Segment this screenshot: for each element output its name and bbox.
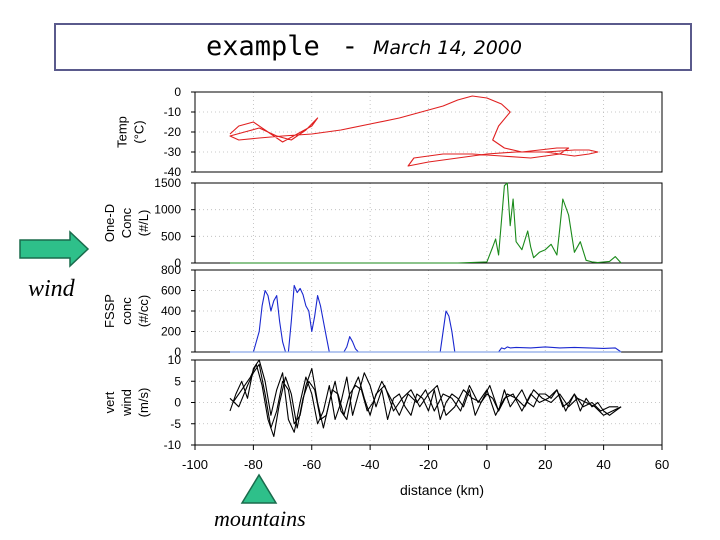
y-tick-label: 5: [174, 374, 181, 388]
series-line: [229, 95, 599, 167]
x-axis: -100 -80 -60 -40 -20 0 20 40 60 distance (km): [182, 445, 669, 498]
mountain-triangle-icon: [240, 473, 278, 504]
y-tick-label: -5: [170, 417, 181, 431]
x-tick-label: 60: [655, 457, 669, 472]
y-axis-label: One-D: [102, 204, 117, 242]
annotations-layer: [19, 230, 278, 504]
y-tick-label: 10: [168, 353, 182, 367]
y-axis-label: Conc: [119, 207, 134, 238]
x-axis-label: distance (km): [400, 482, 484, 498]
y-tick-label: 0: [174, 345, 181, 359]
y-tick-label: 1000: [154, 203, 181, 217]
y-axis-label: (#/cc): [136, 295, 151, 328]
y-axis-label: (#/L): [136, 210, 151, 237]
page-title: example: [206, 31, 320, 62]
panel-temp: 0 -10 -20 -30 -40 Temp (°C): [115, 85, 663, 179]
wind-arrow-icon: [19, 230, 90, 268]
series-line: [230, 182, 622, 264]
x-tick-label: -40: [361, 457, 380, 472]
y-tick-label: -10: [164, 105, 182, 119]
x-tick-label: 20: [538, 457, 552, 472]
mountains-label: mountains: [214, 506, 306, 531]
y-tick-label: 400: [161, 304, 181, 318]
y-axis-label: vert: [102, 391, 117, 413]
y-tick-label: 0: [174, 256, 181, 270]
y-tick-label: -20: [164, 125, 182, 139]
x-tick-label: -80: [244, 457, 263, 472]
y-tick-label: 600: [161, 284, 181, 298]
y-tick-label: -30: [164, 145, 182, 159]
title-date: March 14, 2000: [373, 37, 522, 59]
x-tick-label: -20: [419, 457, 438, 472]
panel-fssp: 800 600 400 200 0 FSSP conc (#/cc): [102, 263, 663, 359]
series-line: [230, 284, 622, 353]
y-tick-label: 1500: [154, 176, 181, 190]
y-axis-label: (°C): [132, 120, 147, 143]
y-tick-label: 0: [174, 396, 181, 410]
wind-label: wind: [28, 276, 75, 302]
y-tick-label: 0: [174, 85, 181, 99]
title-separator: -: [345, 31, 355, 62]
x-tick-label: 40: [596, 457, 610, 472]
y-tick-label: 800: [161, 263, 181, 277]
y-axis-label: FSSP: [102, 294, 117, 328]
series-line: [229, 359, 622, 433]
panel-one-d: 1500 1000 500 0 One-D Conc (#/L): [102, 176, 663, 270]
y-axis-label: (m/s): [136, 388, 151, 418]
y-tick-label: -40: [164, 165, 182, 179]
x-tick-label: 0: [483, 457, 490, 472]
y-axis-label: wind: [119, 389, 134, 417]
series-line: [232, 363, 619, 438]
y-tick-label: -10: [164, 438, 182, 452]
y-axis-label: conc: [119, 297, 134, 325]
x-tick-label: -60: [302, 457, 321, 472]
panel-vert-wind: 10 5 0 -5 -10 vert wind (m/s): [102, 353, 663, 452]
x-tick-label: -100: [182, 457, 208, 472]
y-tick-label: 500: [161, 229, 181, 243]
y-tick-label: 200: [161, 325, 181, 339]
y-axis-label: Temp: [115, 116, 130, 148]
title-box: [54, 23, 692, 71]
